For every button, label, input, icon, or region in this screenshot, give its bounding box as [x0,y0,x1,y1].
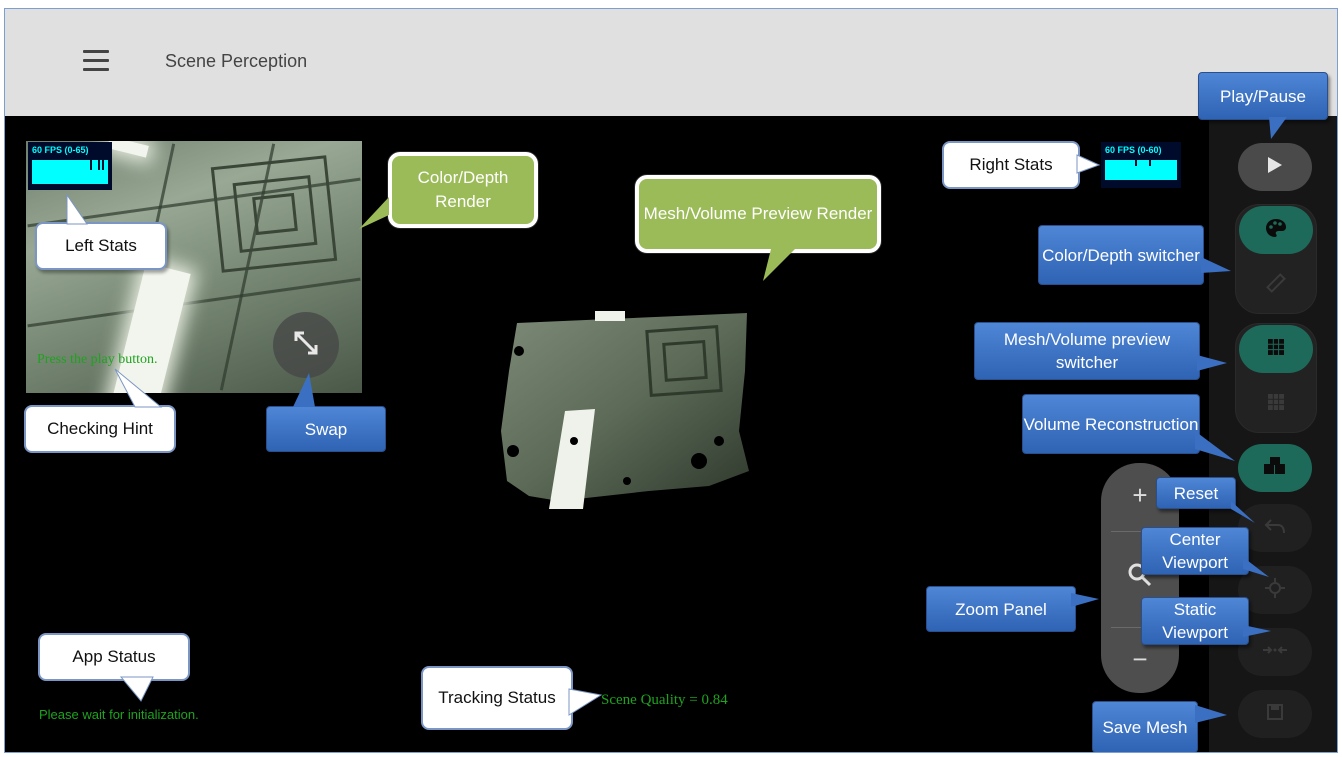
checking-hint: Press the play button. [37,352,158,367]
tracking-status: Scene Quality = 0.84 [601,692,728,708]
swap-button[interactable] [273,312,339,378]
right-stats-graph [1105,160,1177,180]
color-mode-button[interactable] [1239,206,1313,254]
app-title: Scene Perception [165,51,308,71]
volume-reconstruction-button[interactable] [1238,444,1312,492]
arrows-in-icon [1262,643,1288,662]
cubes-icon [1262,456,1288,481]
zoom-in-button[interactable]: + [1132,479,1148,510]
static-viewport-button[interactable] [1238,628,1312,676]
callout-swap: Swap [266,406,386,452]
right-stats-panel: 60 FPS (0-60) [1101,142,1181,188]
callout-color-depth-render: Color/Depth Render [388,152,538,228]
callout-color-depth-switcher: Color/Depth switcher [1038,225,1204,285]
save-mesh-button[interactable] [1238,690,1312,738]
app-window: Scene Perception 60 FPS (0-65) Press the… [4,8,1338,753]
app-status: Please wait for initialization. [39,707,199,722]
mesh-preview-button[interactable] [1239,325,1313,373]
callout-play-pause: Play/Pause [1198,72,1328,120]
callout-left-stats: Left Stats [35,222,167,270]
callout-volume-reconstruction: Volume Reconstruction [1022,394,1200,454]
reset-button[interactable] [1238,504,1312,552]
right-toolbar [1209,116,1337,752]
depth-mode-button[interactable] [1239,261,1313,309]
mesh-volume-preview-switcher [1235,323,1317,433]
callout-app-status: App Status [38,633,190,681]
callout-zoom-panel: Zoom Panel [926,586,1076,632]
center-viewport-button[interactable] [1238,566,1312,614]
callout-center-viewport: Center Viewport [1141,527,1249,575]
callout-right-stats: Right Stats [942,141,1080,189]
zoom-out-button[interactable]: − [1132,643,1148,674]
menu-button[interactable] [81,47,111,75]
volume-preview-button[interactable] [1239,380,1313,428]
undo-icon [1264,517,1286,540]
save-icon [1266,703,1284,726]
callout-reset: Reset [1156,477,1236,509]
callout-mesh-volume-switcher: Mesh/Volume preview switcher [974,322,1200,380]
target-icon [1264,577,1286,604]
right-stats-label: 60 FPS (0-60) [1105,145,1162,155]
play-pause-button[interactable] [1238,143,1312,191]
swap-arrows-icon [291,328,321,363]
grid-icon [1267,393,1285,416]
play-icon [1267,156,1283,179]
callout-checking-hint: Checking Hint [24,405,176,453]
callout-save-mesh: Save Mesh [1092,701,1198,752]
left-stats-graph [32,160,108,184]
palette-icon [1265,218,1287,243]
mesh-volume-preview-render [499,311,751,511]
callout-tracking-status: Tracking Status [421,666,573,730]
ruler-icon [1265,272,1287,299]
left-stats-label: 60 FPS (0-65) [32,145,89,155]
color-depth-switcher [1235,204,1317,314]
callout-static-viewport: Static Viewport [1141,597,1249,645]
app-bar: Scene Perception [5,9,1337,117]
left-stats-panel: 60 FPS (0-65) [28,142,112,190]
callout-mesh-volume-render: Mesh/Volume Preview Render [635,175,881,253]
grid-icon [1267,338,1285,361]
